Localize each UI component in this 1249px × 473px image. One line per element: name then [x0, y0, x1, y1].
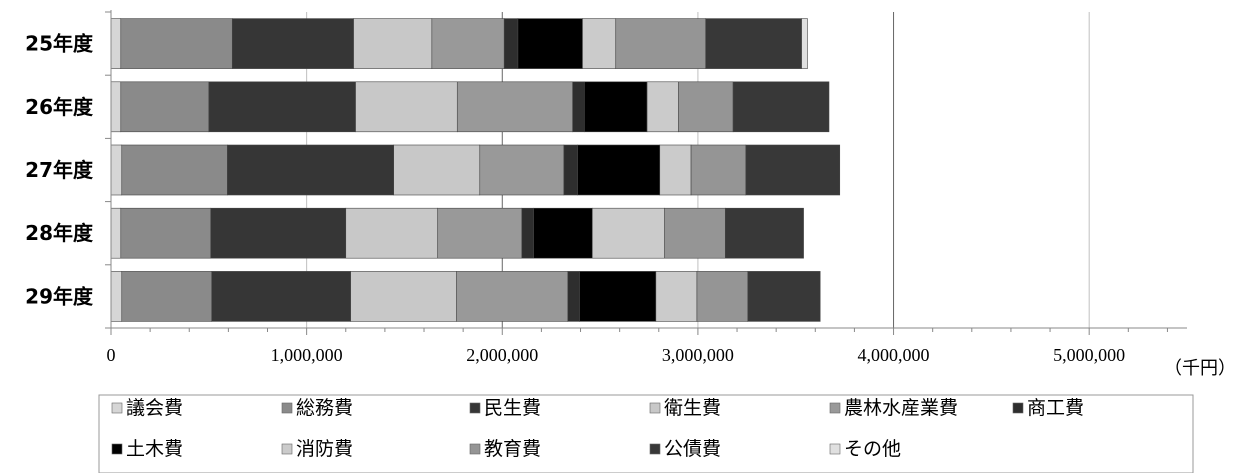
bar-segment-2-8 [646, 81, 679, 133]
bar-segment-1-10 [705, 18, 802, 69]
bar-segment-1-11 [801, 18, 808, 69]
bar-segment-2-5 [456, 81, 574, 133]
bars [110, 18, 841, 322]
legend-label-9: 教育費 [484, 438, 541, 460]
category-label-3: 27年度 [25, 158, 94, 182]
bar-segment-3-8 [659, 144, 692, 196]
bar-segment-4-2 [120, 207, 212, 259]
bar-segment-1-3 [231, 18, 354, 69]
bar-segment-4-7 [533, 207, 593, 259]
x-tick-label-0: 0 [107, 345, 116, 365]
bar-segment-1-1 [110, 18, 122, 69]
legend-label-11: その他 [844, 438, 901, 460]
bar-segment-3-9 [690, 144, 747, 196]
x-tick-label-1: 1,000,000 [271, 345, 343, 365]
legend-label-4: 衛生費 [664, 397, 721, 419]
category-labels: 25年度 26年度 27年度 28年度 29年度 [25, 32, 94, 309]
bar-segment-1-4 [353, 18, 433, 69]
bar-segment-1-9 [615, 18, 707, 69]
bar-segment-4-9 [664, 207, 726, 259]
category-label-4: 28年度 [25, 221, 94, 245]
legend-swatch-9 [469, 443, 481, 455]
legend-swatch-5 [829, 402, 841, 414]
legend-box [98, 394, 1194, 473]
legend-swatch-8 [281, 443, 293, 455]
bar-segment-4-3 [210, 207, 347, 259]
legend-label-8: 消防費 [296, 438, 353, 460]
bar-segment-5-2 [121, 271, 213, 322]
tick-labels: 0 1,000,000 2,000,000 3,000,000 4,000,000 5,0… [107, 345, 1126, 365]
x-tick-label-5: 5,000,000 [1053, 345, 1125, 365]
legend-swatch-11 [829, 443, 841, 455]
legend-swatch-10 [649, 443, 661, 455]
bar-segment-4-5 [437, 207, 523, 259]
bar-segment-2-1 [110, 81, 122, 133]
legend-swatch-2 [281, 402, 293, 414]
legend-label-1: 議会費 [126, 397, 183, 419]
bar-segment-5-9 [696, 271, 749, 322]
x-tick-label-3: 3,000,000 [662, 345, 734, 365]
bar-segment-2-10 [732, 81, 830, 133]
bar-segment-5-10 [747, 271, 821, 322]
x-tick-label-4: 4,000,000 [858, 345, 930, 365]
legend-label-10: 公債費 [664, 438, 721, 460]
category-label-2: 26年度 [25, 95, 94, 119]
bar-segment-5-5 [455, 271, 569, 322]
axes [105, 10, 1187, 335]
bar-segment-2-4 [355, 81, 458, 133]
unit-label: （千円） [1164, 358, 1236, 379]
bar-segment-5-7 [579, 271, 657, 322]
bar-segment-4-4 [345, 207, 439, 259]
bar-segment-1-8 [582, 18, 617, 69]
bar-segment-1-2 [120, 18, 233, 69]
bar-segment-5-4 [350, 271, 457, 322]
bar-segment-2-6 [572, 81, 585, 133]
bar-segment-3-10 [745, 144, 841, 196]
bar-segment-2-7 [584, 81, 648, 133]
bar-segment-4-1 [110, 207, 122, 259]
bar-segment-3-1 [110, 144, 123, 196]
legend-label-6: 商工費 [1027, 397, 1084, 419]
bar-segment-3-6 [563, 144, 578, 196]
legend-swatch-7 [111, 443, 123, 455]
legend-swatch-3 [469, 402, 481, 414]
bar-segment-5-3 [211, 271, 351, 322]
legend-swatch-4 [649, 402, 661, 414]
bar-segment-4-10 [724, 207, 804, 259]
bar-segment-5-1 [110, 271, 123, 322]
legend-label-3: 民生費 [484, 397, 541, 419]
bar-segment-3-5 [479, 144, 565, 196]
category-label-1: 25年度 [25, 32, 94, 56]
bar-segment-4-6 [521, 207, 534, 259]
legend-swatch-1 [111, 402, 123, 414]
bar-segment-4-8 [591, 207, 665, 259]
bar-segment-3-7 [577, 144, 661, 196]
legend-label-5: 農林水産業費 [844, 397, 958, 419]
legend-swatch-6 [1012, 402, 1024, 414]
bar-segment-3-4 [393, 144, 481, 196]
bar-segment-3-2 [121, 144, 228, 196]
bar-segment-5-6 [567, 271, 580, 322]
bar-segment-1-7 [517, 18, 583, 69]
legend-label-2: 総務費 [296, 397, 353, 419]
bar-segment-5-8 [655, 271, 698, 322]
legend-label-7: 土木費 [126, 438, 183, 460]
bar-segment-2-2 [120, 81, 210, 133]
x-tick-label-2: 2,000,000 [466, 345, 538, 365]
category-label-5: 29年度 [25, 284, 94, 308]
bar-segment-1-6 [503, 18, 519, 69]
bar-segment-2-9 [678, 81, 734, 133]
bar-segment-2-3 [208, 81, 356, 133]
bar-segment-3-3 [227, 144, 394, 196]
bar-segment-1-5 [431, 18, 505, 69]
